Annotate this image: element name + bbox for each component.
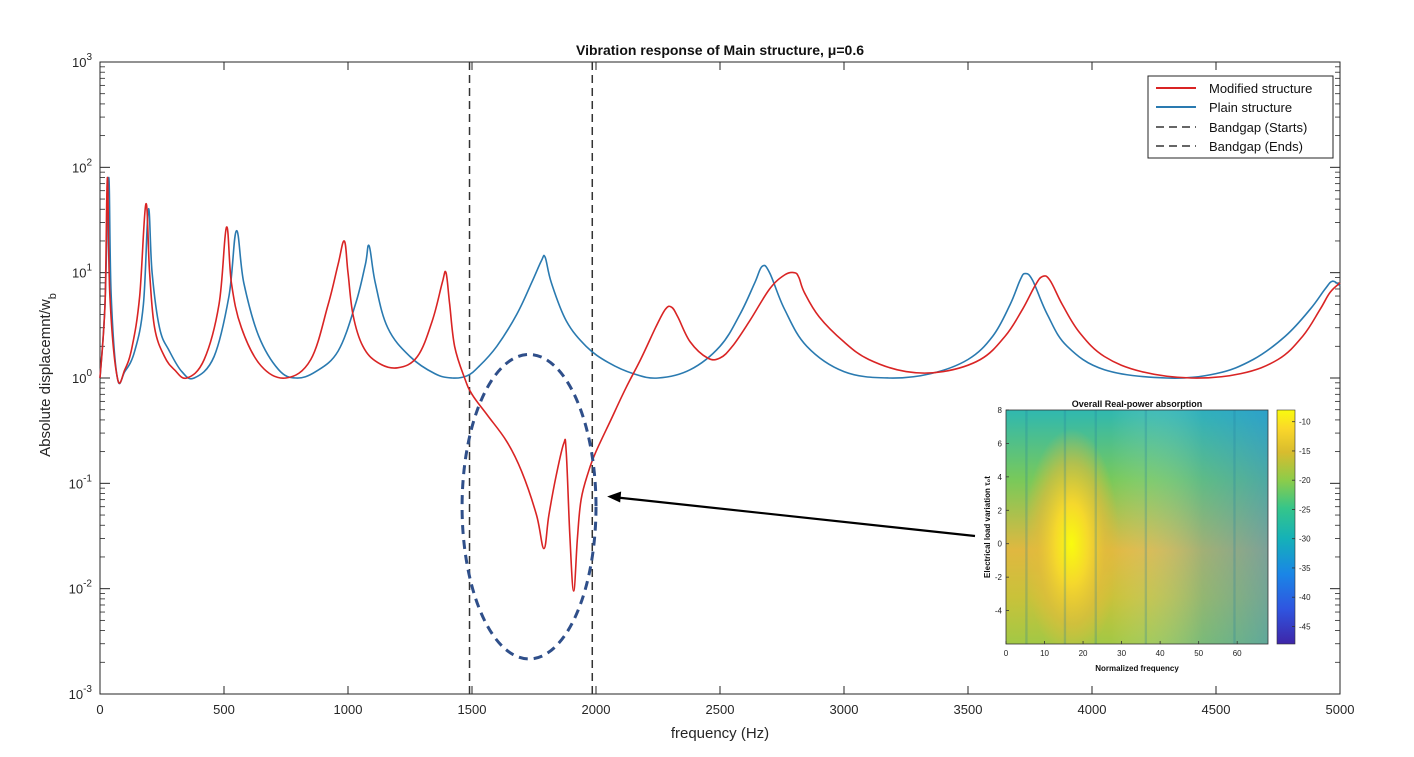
inset-x-ticks: 0 10 20 30 40 50 60 — [1004, 641, 1242, 658]
y-tick-label: 10-2 — [69, 579, 93, 597]
x-tick-label: 2500 — [706, 702, 735, 717]
inset-colorbar-ticks: -10 -15 -20 -25 -30 -35 -40 -45 — [1292, 418, 1311, 631]
y-tick-label: 103 — [72, 52, 92, 70]
y-tick-label: 100 — [72, 368, 92, 386]
series-layer — [99, 176, 1341, 592]
inset-band-line — [1094, 410, 1097, 644]
y-tick-label: 10-3 — [69, 684, 93, 702]
inset-y-tick-label: -2 — [995, 573, 1003, 582]
colorbar-tick-label: -45 — [1299, 622, 1311, 631]
series-line-plain-structure — [99, 176, 1341, 385]
inset-x-tick-label: 20 — [1079, 649, 1088, 658]
y-axis-label: Absolute displacemnt/wb — [37, 293, 59, 457]
x-tick-label: 500 — [213, 702, 235, 717]
inset-heatmap-field — [1006, 410, 1268, 644]
colorbar-tick-label: -35 — [1299, 564, 1311, 573]
legend-label-plain: Plain structure — [1209, 100, 1292, 115]
bandgap-highlight-ellipse — [460, 352, 598, 661]
colorbar-tick-label: -15 — [1299, 447, 1311, 456]
inset-y-tick-label: 6 — [998, 439, 1003, 448]
legend-label-bandgap-start: Bandgap (Starts) — [1209, 120, 1307, 135]
inset-band-line — [1025, 410, 1028, 644]
inset-heatmap: Overall Real-power absorption 0 10 20 30 40 5… — [983, 399, 1311, 673]
series-line-modified-structure — [99, 176, 1341, 592]
bandgap-lines — [468, 62, 594, 694]
inset-x-label: Normalized frequency — [1095, 664, 1179, 673]
inset-title: Overall Real-power absorption — [1072, 399, 1203, 409]
inset-y-label: Electrical load variation τ₀t — [983, 476, 992, 578]
inset-y-tick-label: 2 — [998, 506, 1003, 515]
x-tick-label: 1500 — [458, 702, 487, 717]
y-tick-label: 101 — [72, 263, 92, 281]
y-tick-label: 10-1 — [69, 473, 93, 491]
inset-x-tick-label: 30 — [1117, 649, 1126, 658]
inset-band-line — [1063, 410, 1067, 644]
x-tick-label: 1000 — [334, 702, 363, 717]
x-tick-label: 0 — [96, 702, 103, 717]
legend: Modified structure Plain structure Bandg… — [1147, 75, 1334, 159]
x-axis-label: frequency (Hz) — [671, 725, 769, 742]
inset-band-line — [1144, 410, 1148, 644]
inset-x-tick-label: 50 — [1194, 649, 1203, 658]
x-axis-ticks: 0 500 1000 1500 2000 2500 3000 3500 4000 4500 5000 — [96, 62, 1354, 717]
inset-x-tick-label: 40 — [1156, 649, 1165, 658]
inset-x-tick-label: 10 — [1040, 649, 1049, 658]
x-tick-label: 3500 — [954, 702, 983, 717]
colorbar-tick-label: -40 — [1299, 593, 1311, 602]
x-tick-label: 2000 — [582, 702, 611, 717]
colorbar-tick-label: -20 — [1299, 476, 1311, 485]
inset-x-tick-label: 0 — [1004, 649, 1009, 658]
chart-title: Vibration response of Main structure, μ=… — [576, 42, 864, 58]
legend-label-modified: Modified structure — [1209, 81, 1312, 96]
inset-x-tick-label: 60 — [1233, 649, 1242, 658]
inset-y-tick-label: 0 — [998, 540, 1003, 549]
y-tick-label: 102 — [72, 157, 92, 175]
annotation-arrowhead — [607, 491, 622, 503]
inset-peak — [1023, 428, 1120, 644]
inset-y-tick-label: 4 — [998, 473, 1003, 482]
x-tick-label: 4500 — [1202, 702, 1231, 717]
x-tick-label: 4000 — [1078, 702, 1107, 717]
annotation-layer — [460, 352, 976, 661]
inset-y-tick-label: 8 — [998, 406, 1003, 415]
x-tick-label: 3000 — [830, 702, 859, 717]
inset-y-ticks: -4 -2 0 2 4 6 8 — [995, 406, 1009, 616]
inset-band-line — [1233, 410, 1236, 644]
colorbar-tick-label: -25 — [1299, 505, 1311, 514]
inset-y-tick-label: -4 — [995, 607, 1003, 616]
x-tick-label: 5000 — [1326, 702, 1355, 717]
colorbar-tick-label: -30 — [1299, 535, 1311, 544]
colorbar-tick-label: -10 — [1299, 418, 1311, 427]
inset-colorbar — [1276, 409, 1296, 645]
annotation-arrow — [617, 496, 976, 538]
legend-label-bandgap-end: Bandgap (Ends) — [1209, 139, 1303, 154]
